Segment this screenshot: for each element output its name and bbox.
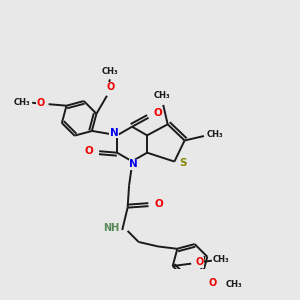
Text: CH₃: CH₃ [225,280,242,290]
Text: CH₃: CH₃ [153,91,170,100]
Text: CH₃: CH₃ [102,67,118,76]
Text: O: O [36,98,44,108]
Text: O: O [84,146,93,156]
Text: N: N [129,159,138,169]
Text: O: O [154,199,163,209]
Text: O: O [196,257,204,267]
Text: S: S [179,158,187,168]
Text: O: O [106,82,115,92]
Text: CH₃: CH₃ [207,130,224,139]
Text: O: O [153,108,162,118]
Text: N: N [110,128,118,138]
Text: CH₃: CH₃ [213,255,230,264]
Text: NH: NH [103,223,119,233]
Text: O: O [208,278,216,288]
Text: CH₃: CH₃ [14,98,30,107]
